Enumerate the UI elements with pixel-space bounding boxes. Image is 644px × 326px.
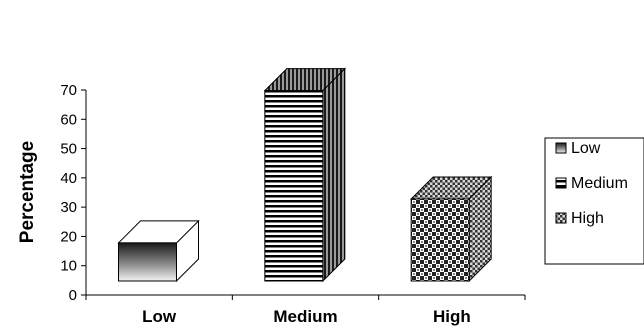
legend-frame: [544, 137, 644, 265]
bar-medium: [263, 67, 347, 283]
x-tick-labels: Low Medium High: [142, 307, 471, 326]
legend-swatch: [555, 177, 567, 189]
legend-label: Medium: [571, 175, 628, 192]
bar-high: [409, 175, 493, 283]
axes: 0 10 20 30 40 50 60 70: [60, 82, 526, 304]
x-tick-label: Medium: [273, 307, 337, 326]
y-tick-label: 20: [60, 228, 77, 245]
y-tick-label: 60: [60, 111, 77, 128]
y-tick-label: 30: [60, 199, 77, 216]
legend-item: High: [555, 210, 604, 227]
legend-swatch: [555, 142, 567, 154]
y-tick-label: 10: [60, 258, 77, 275]
legend: Low Medium High: [544, 137, 644, 265]
bar-low: [117, 219, 200, 283]
y-axis-title: Percentage: [17, 141, 38, 243]
bar-front-face: [264, 90, 324, 282]
legend-item: Medium: [555, 175, 628, 192]
bar-front-face: [410, 198, 470, 282]
bar-side-face: [322, 67, 346, 283]
legend-label: High: [571, 210, 604, 227]
legend-label: Low: [571, 140, 601, 157]
legend-swatch: [555, 212, 567, 224]
legend-item: Low: [555, 140, 601, 157]
bar-front-face: [118, 242, 177, 282]
y-tick-label: 40: [60, 170, 77, 187]
x-tick-label: High: [433, 307, 471, 326]
y-tick-label: 0: [69, 287, 77, 304]
y-tick-label: 70: [60, 82, 77, 99]
bars: [117, 67, 493, 283]
x-tick-label: Low: [142, 307, 177, 326]
y-tick-label: 50: [60, 141, 77, 158]
